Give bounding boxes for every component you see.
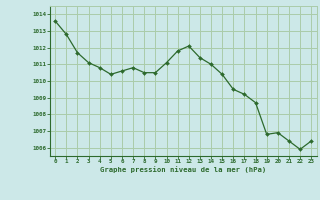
X-axis label: Graphe pression niveau de la mer (hPa): Graphe pression niveau de la mer (hPa) <box>100 166 266 173</box>
